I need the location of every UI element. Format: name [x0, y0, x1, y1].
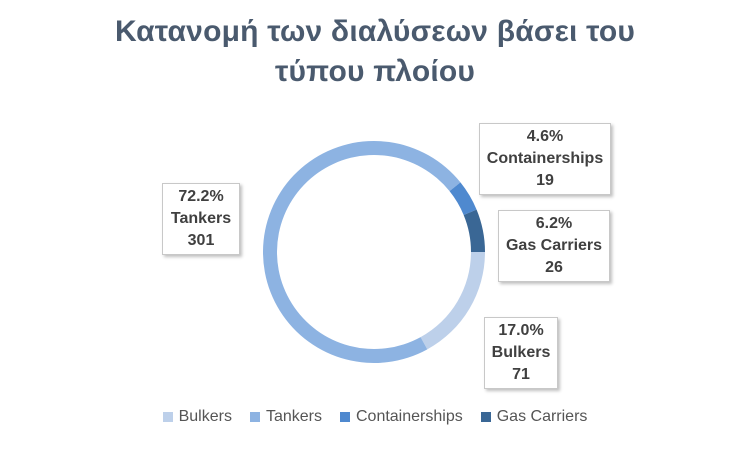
data-label-tankers-percent: 72.2%: [178, 188, 224, 205]
legend-label-bulkers: Bulkers: [178, 408, 232, 425]
data-label-bulkers: 17.0% Bulkers 71: [484, 317, 558, 389]
data-label-gas-carriers-name: Gas Carriers: [505, 237, 603, 254]
legend-label-tankers: Tankers: [265, 408, 322, 425]
legend-item-containerships: Containerships: [339, 408, 463, 426]
legend-item-tankers: Tankers: [249, 408, 322, 426]
data-label-containerships-name: Containerships: [486, 150, 604, 167]
legend: Bulkers Tankers Containerships Gas Carri…: [0, 408, 750, 426]
data-label-containerships-value: 19: [536, 172, 554, 189]
slice-tankers: [263, 141, 461, 364]
data-label-tankers-value: 301: [187, 232, 215, 249]
data-label-bulkers-percent: 17.0%: [498, 322, 544, 339]
legend-swatch-gas-carriers: [480, 412, 491, 422]
slice-bulkers: [420, 252, 485, 350]
data-label-containerships-percent: 4.6%: [526, 128, 564, 145]
legend-item-bulkers: Bulkers: [162, 408, 232, 426]
slice-gas-carriers: [463, 209, 485, 252]
data-label-tankers-name: Tankers: [170, 210, 232, 227]
chart-title-line-2: τύπου πλοίου: [274, 55, 476, 88]
data-label-bulkers-value: 71: [512, 366, 530, 383]
legend-label-containerships: Containerships: [355, 408, 463, 425]
legend-label-gas-carriers: Gas Carriers: [496, 408, 588, 425]
slice-containerships: [449, 182, 477, 215]
data-label-bulkers-name: Bulkers: [491, 344, 551, 361]
legend-swatch-containerships: [339, 412, 350, 422]
data-label-gas-carriers-value: 26: [545, 259, 563, 276]
legend-item-gas-carriers: Gas Carriers: [480, 408, 588, 426]
legend-swatch-bulkers: [162, 412, 173, 422]
chart-title: Κατανομή των διαλύσεων βάσει του τύπου π…: [0, 12, 750, 92]
data-label-tankers: 72.2% Tankers 301: [162, 183, 240, 255]
data-label-gas-carriers-percent: 6.2%: [535, 215, 573, 232]
legend-swatch-tankers: [249, 412, 260, 422]
data-label-gas-carriers: 6.2% Gas Carriers 26: [498, 210, 610, 282]
chart-title-line-1: Κατανομή των διαλύσεων βάσει του: [114, 15, 636, 48]
data-label-containerships: 4.6% Containerships 19: [479, 123, 611, 195]
